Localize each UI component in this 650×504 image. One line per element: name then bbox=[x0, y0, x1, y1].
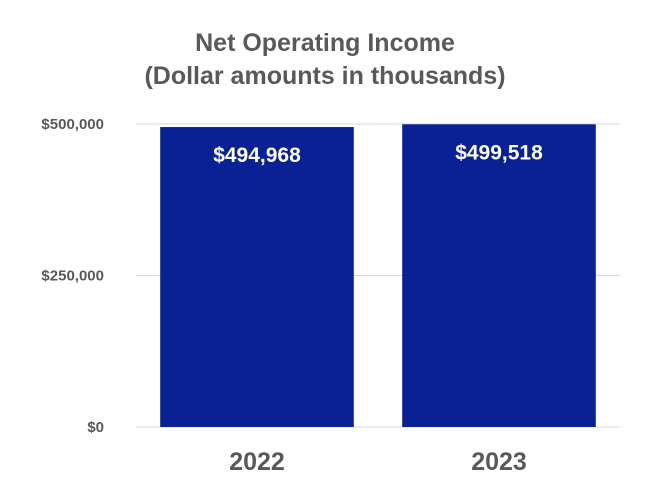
y-tick-label-0: $0 bbox=[87, 419, 104, 436]
bars bbox=[160, 124, 596, 428]
chart-title: Net Operating Income bbox=[195, 29, 455, 57]
bar-2022 bbox=[160, 127, 354, 428]
data-labels: $494,968 $499,518 bbox=[213, 141, 543, 167]
y-tick-label-2: $500,000 bbox=[41, 116, 104, 133]
y-axis: $0 $250,000 $500,000 bbox=[41, 116, 104, 436]
x-axis: 2022 2023 bbox=[229, 448, 527, 476]
data-label-2023: $499,518 bbox=[455, 141, 543, 164]
x-tick-label-2023: 2023 bbox=[471, 448, 527, 476]
chart-subtitle: (Dollar amounts in thousands) bbox=[144, 62, 505, 90]
y-tick-label-1: $250,000 bbox=[41, 268, 104, 285]
data-label-2022: $494,968 bbox=[213, 144, 301, 167]
bar-2023 bbox=[402, 124, 596, 428]
x-tick-label-2022: 2022 bbox=[229, 448, 285, 476]
